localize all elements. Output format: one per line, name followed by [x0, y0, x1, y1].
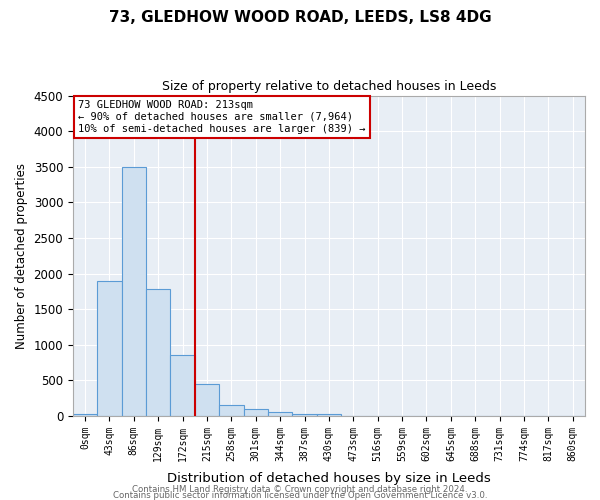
Bar: [73, 414, 97, 416]
Bar: [317, 414, 341, 416]
X-axis label: Distribution of detached houses by size in Leeds: Distribution of detached houses by size …: [167, 472, 491, 485]
Text: Contains HM Land Registry data © Crown copyright and database right 2024.: Contains HM Land Registry data © Crown c…: [132, 484, 468, 494]
Bar: [195, 384, 219, 416]
Bar: [122, 166, 146, 416]
Bar: [97, 280, 122, 416]
Title: Size of property relative to detached houses in Leeds: Size of property relative to detached ho…: [162, 80, 496, 93]
Y-axis label: Number of detached properties: Number of detached properties: [15, 162, 28, 348]
Bar: [268, 412, 292, 416]
Bar: [292, 414, 317, 416]
Bar: [219, 404, 244, 416]
Bar: [170, 356, 195, 416]
Bar: [244, 409, 268, 416]
Text: 73, GLEDHOW WOOD ROAD, LEEDS, LS8 4DG: 73, GLEDHOW WOOD ROAD, LEEDS, LS8 4DG: [109, 10, 491, 25]
Text: 73 GLEDHOW WOOD ROAD: 213sqm
← 90% of detached houses are smaller (7,964)
10% of: 73 GLEDHOW WOOD ROAD: 213sqm ← 90% of de…: [78, 100, 365, 134]
Bar: [146, 289, 170, 416]
Text: Contains public sector information licensed under the Open Government Licence v3: Contains public sector information licen…: [113, 490, 487, 500]
